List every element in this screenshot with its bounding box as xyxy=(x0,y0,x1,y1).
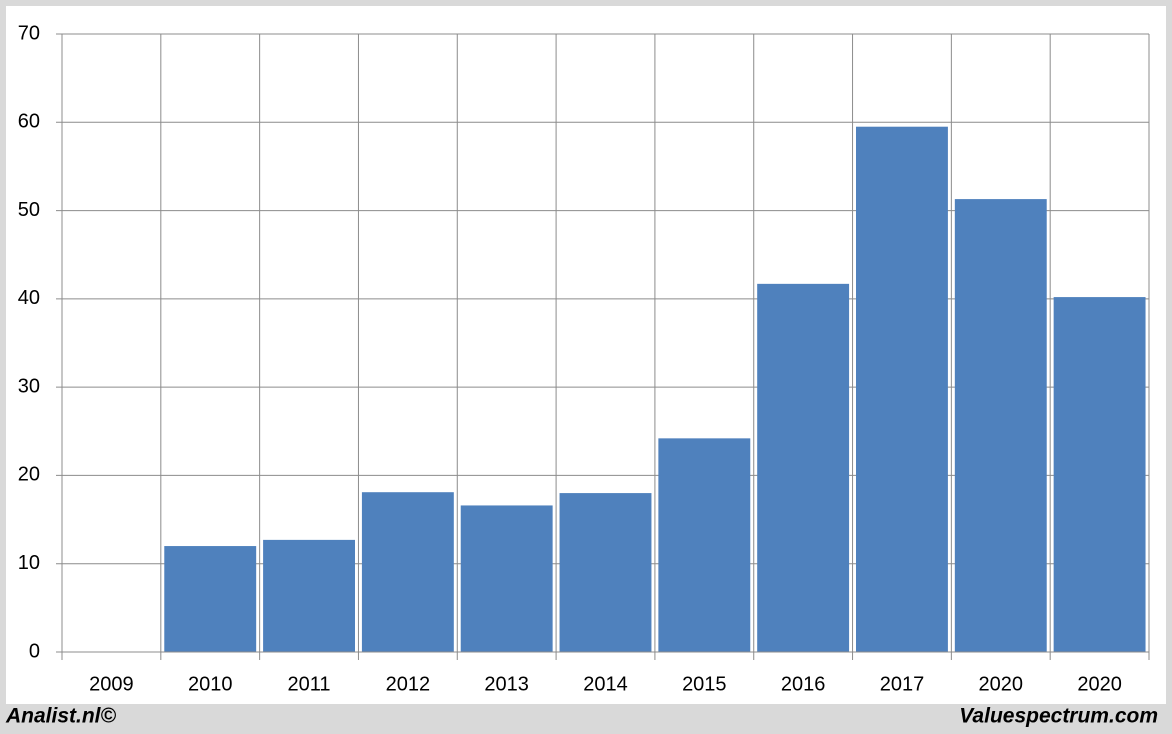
y-tick-label: 40 xyxy=(18,287,40,309)
y-tick-label: 50 xyxy=(18,199,40,221)
bar xyxy=(1053,297,1146,652)
y-tick-label: 70 xyxy=(18,22,40,44)
bar xyxy=(757,283,850,652)
y-tick-label: 20 xyxy=(18,464,40,486)
x-tick-label: 2012 xyxy=(386,673,431,695)
y-tick-label: 30 xyxy=(18,375,40,397)
bar xyxy=(559,493,652,652)
y-tick-label: 0 xyxy=(29,640,40,662)
bar xyxy=(658,438,751,652)
x-tick-label: 2017 xyxy=(880,673,925,695)
x-tick-label: 2020 xyxy=(979,673,1024,695)
x-tick-label: 2013 xyxy=(484,673,529,695)
x-tick-label: 2016 xyxy=(781,673,826,695)
x-tick-label: 2009 xyxy=(89,673,134,695)
y-tick-label: 60 xyxy=(18,111,40,133)
x-tick-label: 2011 xyxy=(288,673,331,695)
bar xyxy=(361,492,454,652)
bar xyxy=(263,539,355,652)
bar xyxy=(954,199,1047,652)
y-tick-label: 10 xyxy=(18,552,40,574)
x-tick-label: 2010 xyxy=(188,673,233,695)
bar xyxy=(164,546,257,652)
x-tick-label: 2015 xyxy=(682,673,727,695)
bar xyxy=(856,126,948,652)
source-left: Analist.nl© xyxy=(5,705,117,728)
x-tick-label: 2014 xyxy=(583,673,628,695)
source-right: Valuespectrum.com xyxy=(959,705,1158,728)
x-tick-label: 2020 xyxy=(1077,673,1122,695)
bar xyxy=(460,505,553,652)
